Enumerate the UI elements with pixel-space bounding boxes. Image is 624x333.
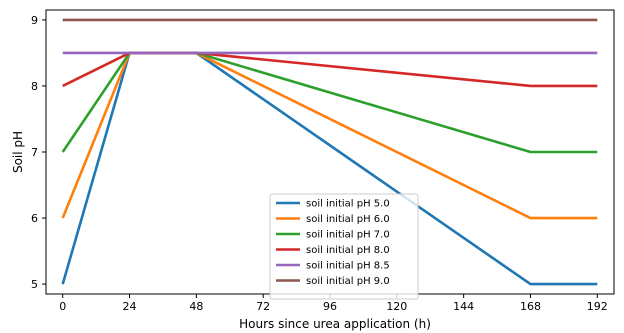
x-tick-label-4: 96 (323, 300, 337, 313)
x-tick-label-5: 120 (386, 300, 407, 313)
x-tick-label-2: 48 (189, 300, 203, 313)
y-tick-label-2: 7 (31, 146, 38, 159)
legend-label-2: soil initial pH 7.0 (306, 230, 390, 241)
y-tick-label-0: 5 (31, 278, 38, 291)
legend-label-4: soil initial pH 8.5 (306, 261, 390, 272)
series-layer (61, 18, 598, 286)
x-tick-label-7: 168 (520, 300, 541, 313)
x-tick-label-0: 0 (59, 300, 66, 313)
legend-label-3: soil initial pH 8.0 (306, 245, 390, 256)
y-tick-label-3: 8 (31, 80, 38, 93)
x-tick-label-6: 144 (453, 300, 474, 313)
x-tick-label-3: 72 (256, 300, 270, 313)
legend-label-1: soil initial pH 6.0 (306, 214, 390, 225)
x-axis-label: Hours since urea application (h) (239, 317, 431, 331)
y-tick-label-1: 6 (31, 212, 38, 225)
legend-label-5: soil initial pH 9.0 (306, 276, 390, 287)
legend-label-0: soil initial pH 5.0 (306, 199, 390, 210)
legend: soil initial pH 5.0 soil initial pH 6.0 so… (269, 193, 419, 300)
x-tick-label-8: 192 (587, 300, 608, 313)
legend-box (269, 193, 419, 300)
y-axis-label: Soil pH (11, 131, 25, 173)
y-tick-label-4: 9 (31, 14, 38, 27)
x-tick-label-1: 24 (123, 300, 137, 313)
